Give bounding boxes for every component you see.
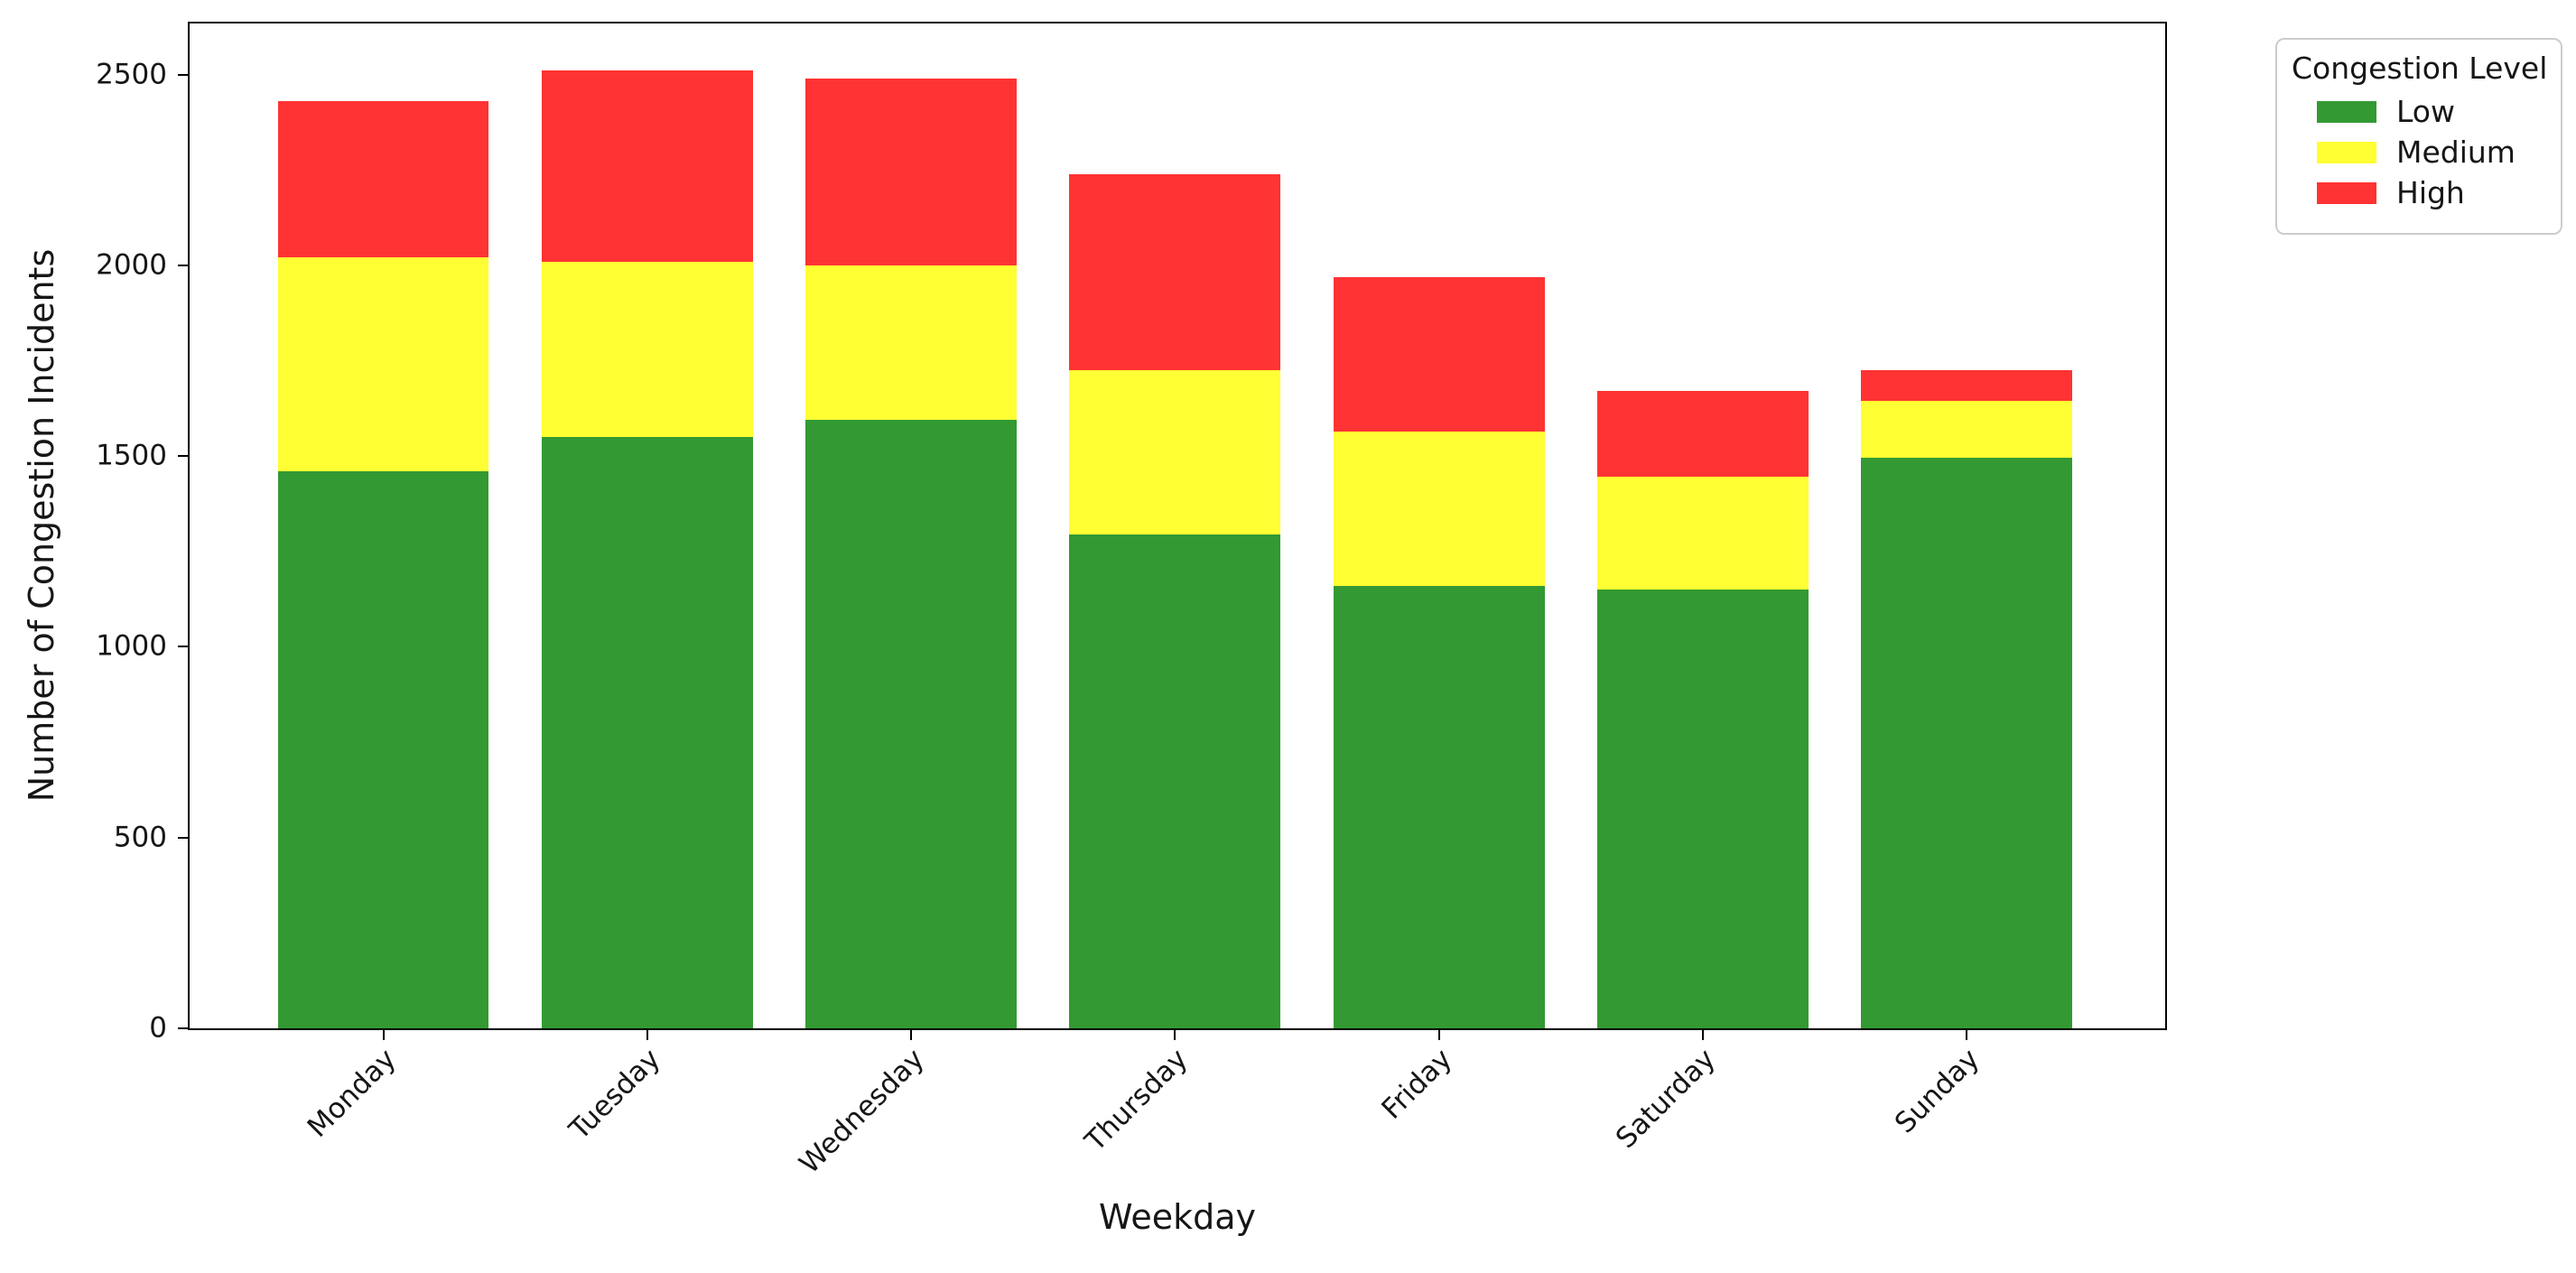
bar-segment-low xyxy=(277,471,489,1028)
x-tick xyxy=(1966,1028,1968,1040)
legend-label: Low xyxy=(2396,94,2455,129)
legend-swatch-low xyxy=(2317,100,2376,123)
x-tick xyxy=(1701,1028,1704,1040)
bar-sunday xyxy=(1861,23,2073,1028)
bar-segment-low xyxy=(1597,590,1809,1028)
y-axis-title: Number of Congestion Incidents xyxy=(22,248,61,803)
legend-swatch-high xyxy=(2317,181,2376,204)
bar-friday xyxy=(1333,23,1545,1028)
y-tick-label: 500 xyxy=(113,821,167,854)
legend-label: Medium xyxy=(2396,135,2516,170)
x-tick-label: Monday xyxy=(301,1042,403,1144)
x-tick xyxy=(1174,1028,1176,1040)
bar-segment-medium xyxy=(541,261,753,438)
bar-segment-high xyxy=(805,78,1017,265)
x-tick-label: Sunday xyxy=(1889,1042,1986,1140)
y-tick xyxy=(178,264,190,266)
y-tick-label: 2500 xyxy=(96,58,167,91)
bar-segment-high xyxy=(1069,173,1281,371)
x-tick-label: Saturday xyxy=(1610,1042,1723,1156)
bar-segment-low xyxy=(541,437,753,1028)
bar-thursday xyxy=(1069,23,1281,1028)
y-tick xyxy=(178,73,190,76)
y-tick-label: 2000 xyxy=(96,248,167,282)
bar-segment-high xyxy=(1861,370,2073,401)
x-tick-label: Wednesday xyxy=(793,1042,931,1181)
bar-segment-medium xyxy=(277,257,489,472)
y-tick-label: 0 xyxy=(149,1011,167,1045)
legend-items: Low Medium High xyxy=(2292,97,2546,208)
plot-area: Monday Tuesday Wednesday Thursday Friday Satu… xyxy=(96,22,2167,1180)
y-tick xyxy=(178,1027,190,1029)
y-tick xyxy=(178,646,190,648)
bar-segment-medium xyxy=(1861,400,2073,459)
legend-item-medium: Medium xyxy=(2317,137,2546,167)
bar-saturday xyxy=(1597,23,1809,1028)
bar-monday xyxy=(277,23,489,1028)
legend-label: High xyxy=(2396,175,2465,210)
bar-segment-high xyxy=(541,70,753,262)
bar-segment-medium xyxy=(1597,477,1809,590)
bar-segment-medium xyxy=(805,265,1017,421)
x-tick xyxy=(1437,1028,1440,1040)
bar-wednesday xyxy=(805,23,1017,1028)
x-tick-label: Tuesday xyxy=(563,1042,667,1147)
y-tick xyxy=(178,836,190,839)
legend: Congestion Level Low Medium High xyxy=(2275,38,2562,235)
y-tick-label: 1500 xyxy=(96,439,167,472)
bar-tuesday xyxy=(541,23,753,1028)
bar-segment-high xyxy=(1597,391,1809,478)
x-tick xyxy=(382,1028,385,1040)
x-tick xyxy=(646,1028,648,1040)
bar-segment-low xyxy=(1069,534,1281,1028)
x-tick xyxy=(910,1028,913,1040)
legend-title: Congestion Level xyxy=(2292,51,2548,86)
y-tick xyxy=(178,455,190,458)
bar-segment-low xyxy=(1861,458,2073,1028)
bar-segment-high xyxy=(277,101,489,258)
bar-segment-high xyxy=(1333,276,1545,432)
legend-swatch-medium xyxy=(2317,141,2376,163)
x-axis-title: Weekday xyxy=(1098,1197,1257,1237)
y-tick-label: 1000 xyxy=(96,629,167,663)
bar-segment-low xyxy=(1333,585,1545,1028)
bar-segment-medium xyxy=(1069,370,1281,534)
x-tick-label: Thursday xyxy=(1079,1042,1195,1158)
bar-segment-medium xyxy=(1333,431,1545,586)
legend-item-low: Low xyxy=(2317,97,2546,126)
legend-item-high: High xyxy=(2317,178,2546,208)
bar-segment-low xyxy=(805,420,1017,1028)
x-tick-label: Friday xyxy=(1375,1042,1458,1126)
